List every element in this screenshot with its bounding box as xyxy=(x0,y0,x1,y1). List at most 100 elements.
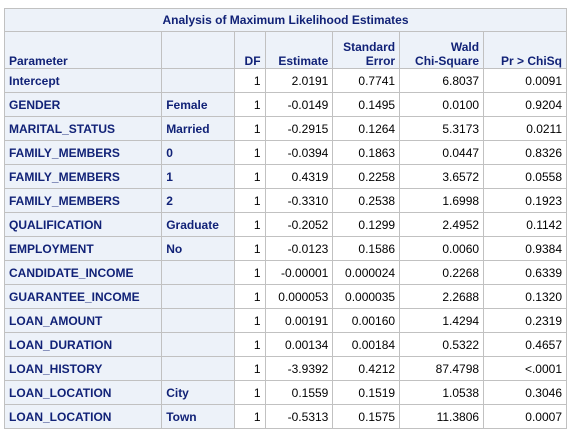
table-body: Intercept 1 2.0191 0.7741 6.8037 0.0091 GENDER… xyxy=(3,68,567,429)
row-parameter: LOAN_DURATION xyxy=(3,332,163,357)
row-estimate: 0.4319 xyxy=(264,164,334,189)
column-header-estimate: Estimate xyxy=(264,31,334,69)
column-header-level xyxy=(161,31,236,69)
row-wald-chi-square: 0.0100 xyxy=(399,92,485,117)
row-wald-chi-square: 1.0538 xyxy=(399,380,485,405)
table-row: LOAN_HISTORY 1 -3.9392 0.4212 87.4798 <.0001 xyxy=(3,356,567,381)
row-wald-chi-square: 2.2688 xyxy=(399,284,485,309)
row-df: 1 xyxy=(234,236,266,261)
row-estimate: 0.00134 xyxy=(264,332,334,357)
row-level xyxy=(161,332,236,357)
row-std-error: 0.000035 xyxy=(332,284,401,309)
row-level: Married xyxy=(161,116,236,141)
row-estimate: 0.000053 xyxy=(264,284,334,309)
row-std-error: 0.1264 xyxy=(332,116,401,141)
row-estimate: -0.3310 xyxy=(264,188,334,213)
row-df: 1 xyxy=(234,212,266,237)
row-std-error: 0.1299 xyxy=(332,212,401,237)
row-estimate: -0.0123 xyxy=(264,236,334,261)
row-wald-chi-square: 1.6998 xyxy=(399,188,485,213)
row-pr-chisq: 0.1923 xyxy=(483,188,567,213)
table-row: MARITAL_STATUS Married 1 -0.2915 0.1264 5.317… xyxy=(3,116,567,141)
row-level: Graduate xyxy=(161,212,236,237)
row-df: 1 xyxy=(234,116,266,141)
column-header-wald-line2: Chi-Square xyxy=(415,54,480,68)
row-wald-chi-square: 11.3806 xyxy=(399,404,485,429)
row-level: 0 xyxy=(161,140,236,165)
row-df: 1 xyxy=(234,404,266,429)
row-level: City xyxy=(161,380,236,405)
header-row: Parameter DF Estimate Standard Error Wald… xyxy=(3,31,567,69)
row-level: Female xyxy=(161,92,236,117)
row-df: 1 xyxy=(234,260,266,285)
row-std-error: 0.00160 xyxy=(332,308,401,333)
row-wald-chi-square: 0.0447 xyxy=(399,140,485,165)
row-pr-chisq: 0.9384 xyxy=(483,236,567,261)
row-pr-chisq: 0.0558 xyxy=(483,164,567,189)
row-wald-chi-square: 87.4798 xyxy=(399,356,485,381)
row-wald-chi-square: 5.3173 xyxy=(399,116,485,141)
row-df: 1 xyxy=(234,356,266,381)
row-pr-chisq: 0.1320 xyxy=(483,284,567,309)
row-df: 1 xyxy=(234,68,266,93)
row-estimate: -0.2052 xyxy=(264,212,334,237)
row-df: 1 xyxy=(234,140,266,165)
column-header-pr-chisq: Pr > ChiSq xyxy=(483,31,567,69)
row-parameter: QUALIFICATION xyxy=(3,212,163,237)
row-df: 1 xyxy=(234,164,266,189)
row-df: 1 xyxy=(234,308,266,333)
row-estimate: 0.00191 xyxy=(264,308,334,333)
table-title: Analysis of Maximum Likelihood Estimates xyxy=(4,8,567,31)
column-header-wald-chi-square: Wald Chi-Square xyxy=(399,31,485,69)
table-row: LOAN_DURATION 1 0.00134 0.00184 0.5322 0.4657 xyxy=(3,332,567,357)
column-header-df: DF xyxy=(234,31,266,69)
row-estimate: -0.0149 xyxy=(264,92,334,117)
row-df: 1 xyxy=(234,332,266,357)
row-pr-chisq: 0.2319 xyxy=(483,308,567,333)
row-wald-chi-square: 1.4294 xyxy=(399,308,485,333)
column-header-parameter: Parameter xyxy=(3,31,163,69)
table-row: CANDIDATE_INCOME 1 -0.00001 0.000024 0.2268 0… xyxy=(3,260,567,285)
row-std-error: 0.1495 xyxy=(332,92,401,117)
row-estimate: -0.5313 xyxy=(264,404,334,429)
row-pr-chisq: 0.3046 xyxy=(483,380,567,405)
table-row: FAMILY_MEMBERS 2 1 -0.3310 0.2538 1.6998 0.192… xyxy=(3,188,567,213)
row-parameter: LOAN_LOCATION xyxy=(3,380,163,405)
row-std-error: 0.1575 xyxy=(332,404,401,429)
row-level: 1 xyxy=(161,164,236,189)
row-pr-chisq: 0.9204 xyxy=(483,92,567,117)
row-pr-chisq: 0.0007 xyxy=(483,404,567,429)
table-row: GUARANTEE_INCOME 1 0.000053 0.000035 2.2688 0… xyxy=(3,284,567,309)
table-row: GENDER Female 1 -0.0149 0.1495 0.0100 0.9204 xyxy=(3,92,567,117)
table-row: LOAN_LOCATION City 1 0.1559 0.1519 1.0538 0.30… xyxy=(3,380,567,405)
row-estimate: 0.1559 xyxy=(264,380,334,405)
row-pr-chisq: 0.4657 xyxy=(483,332,567,357)
row-pr-chisq: 0.0091 xyxy=(483,68,567,93)
row-parameter: LOAN_HISTORY xyxy=(3,356,163,381)
row-wald-chi-square: 2.4952 xyxy=(399,212,485,237)
row-parameter: FAMILY_MEMBERS xyxy=(3,140,163,165)
row-estimate: -0.00001 xyxy=(264,260,334,285)
row-parameter: FAMILY_MEMBERS xyxy=(3,188,163,213)
row-df: 1 xyxy=(234,380,266,405)
row-parameter: LOAN_LOCATION xyxy=(3,404,163,429)
table-row: FAMILY_MEMBERS 0 1 -0.0394 0.1863 0.0447 0.832… xyxy=(3,140,567,165)
row-estimate: -0.2915 xyxy=(264,116,334,141)
row-level xyxy=(161,284,236,309)
row-std-error: 0.1519 xyxy=(332,380,401,405)
row-level xyxy=(161,68,236,93)
row-parameter: GUARANTEE_INCOME xyxy=(3,284,163,309)
row-parameter: FAMILY_MEMBERS xyxy=(3,164,163,189)
table-row: QUALIFICATION Graduate 1 -0.2052 0.1299 2.495… xyxy=(3,212,567,237)
row-df: 1 xyxy=(234,92,266,117)
row-parameter: LOAN_AMOUNT xyxy=(3,308,163,333)
row-parameter: EMPLOYMENT xyxy=(3,236,163,261)
row-std-error: 0.1586 xyxy=(332,236,401,261)
row-df: 1 xyxy=(234,188,266,213)
column-header-wald-line1: Wald xyxy=(450,40,480,54)
row-std-error: 0.000024 xyxy=(332,260,401,285)
row-level: 2 xyxy=(161,188,236,213)
row-level: No xyxy=(161,236,236,261)
row-pr-chisq: 0.8326 xyxy=(483,140,567,165)
column-header-std-error: Standard Error xyxy=(332,31,401,69)
